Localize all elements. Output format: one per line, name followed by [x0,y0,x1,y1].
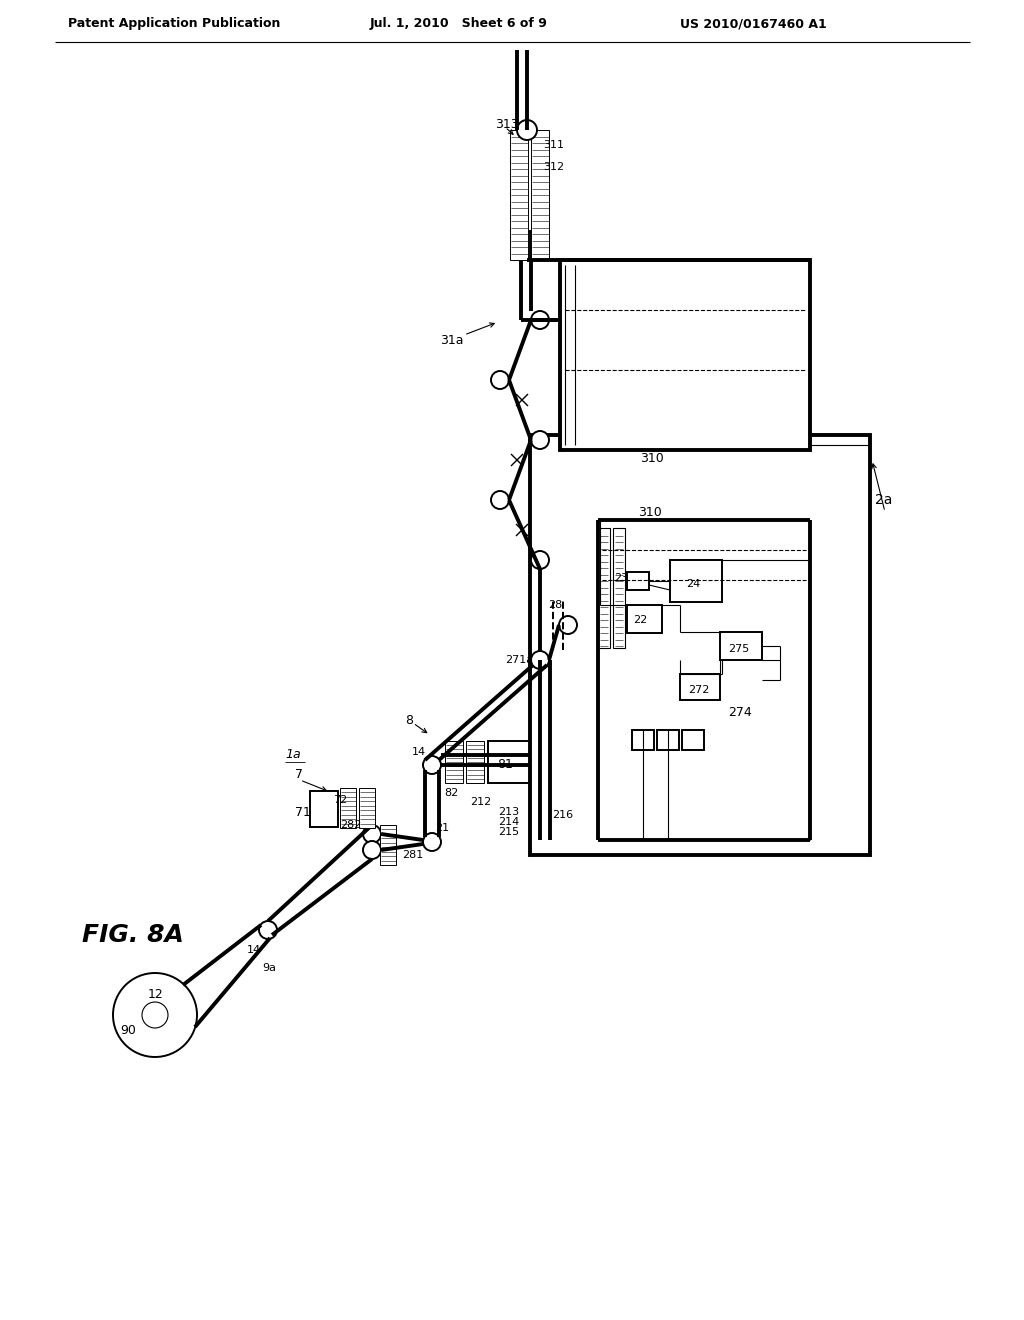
Text: 274: 274 [728,705,752,718]
Circle shape [559,616,577,634]
Text: 24: 24 [686,579,700,589]
Text: Jul. 1, 2010   Sheet 6 of 9: Jul. 1, 2010 Sheet 6 of 9 [370,17,548,30]
Text: 311: 311 [543,140,564,150]
Bar [510,129,528,260]
Text: 310: 310 [638,506,662,519]
Circle shape [490,491,509,510]
Bar [530,436,870,855]
Bar [310,791,338,828]
Text: 312: 312 [543,162,564,172]
Bar [340,788,356,828]
Text: 22: 22 [633,615,647,624]
Bar [598,528,610,648]
Text: 9a: 9a [262,964,276,973]
Circle shape [259,921,278,939]
Text: 7: 7 [295,768,303,781]
Text: 272: 272 [688,685,710,696]
Text: 81: 81 [497,759,513,771]
Bar [720,632,762,660]
Text: 72: 72 [333,795,347,805]
Bar [632,730,654,750]
Circle shape [362,825,381,843]
Text: 1a: 1a [285,748,301,762]
Text: FIG. 8A: FIG. 8A [82,923,184,946]
Bar [488,741,534,783]
Bar [670,560,722,602]
Text: 90: 90 [120,1023,136,1036]
Circle shape [531,432,549,449]
Text: 8: 8 [406,714,413,726]
Text: 282: 282 [340,820,361,830]
Bar [445,741,463,783]
Text: 214: 214 [498,817,519,828]
Text: 14: 14 [412,747,426,756]
Circle shape [517,120,537,140]
Bar [627,572,649,590]
Text: 215: 215 [498,828,519,837]
Text: 216: 216 [552,810,573,820]
Circle shape [490,371,509,389]
Bar [359,788,375,828]
Text: 275: 275 [728,644,750,653]
Bar [627,605,662,634]
Circle shape [423,756,441,774]
Circle shape [423,833,441,851]
Bar [380,825,396,865]
Bar [531,129,549,260]
Bar [682,730,705,750]
Circle shape [362,841,381,859]
Bar [466,741,484,783]
Text: 281: 281 [402,850,423,861]
Text: 271a: 271a [505,655,534,665]
Bar [657,730,679,750]
Text: 28: 28 [548,601,562,610]
Circle shape [531,312,549,329]
Text: 310: 310 [640,451,664,465]
Text: 21: 21 [435,822,450,833]
Bar [560,260,810,450]
Text: 31a: 31a [440,334,464,346]
Text: Patent Application Publication: Patent Application Publication [68,17,281,30]
Circle shape [531,550,549,569]
Text: 71: 71 [295,805,311,818]
Circle shape [113,973,197,1057]
Text: 82: 82 [444,788,459,799]
Text: 313: 313 [495,119,518,132]
Circle shape [142,1002,168,1028]
Text: 14: 14 [247,945,261,954]
Bar [613,528,625,648]
Text: US 2010/0167460 A1: US 2010/0167460 A1 [680,17,826,30]
Text: 12: 12 [148,989,164,1002]
Text: 2a: 2a [874,492,892,507]
Circle shape [531,651,549,669]
Text: 212: 212 [470,797,492,807]
Text: 213: 213 [498,807,519,817]
Text: 23: 23 [614,573,628,583]
Bar [680,675,720,700]
